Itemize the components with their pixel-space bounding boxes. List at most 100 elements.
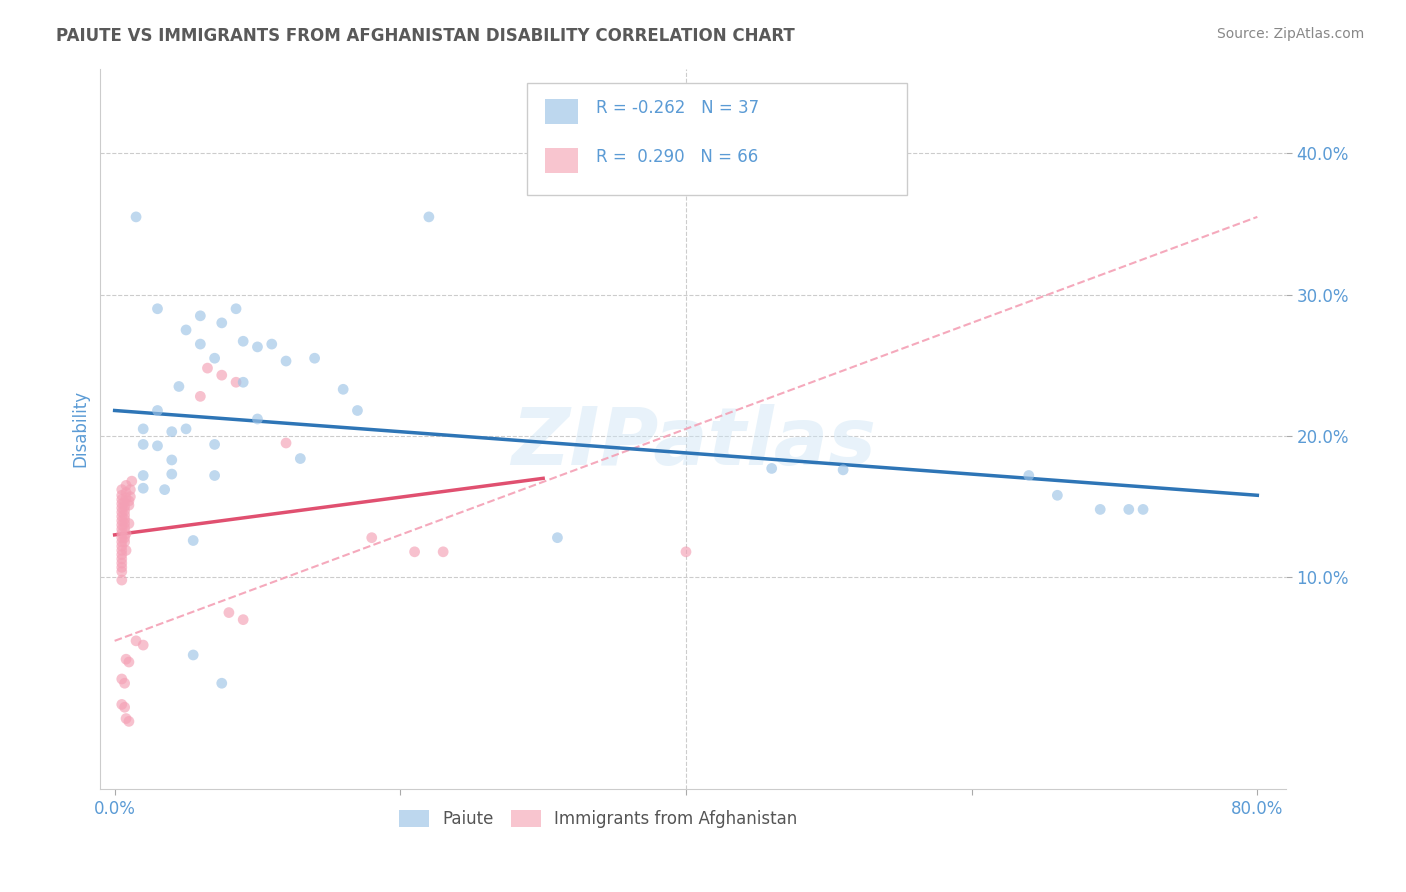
Point xyxy=(111,573,134,587)
Point xyxy=(832,463,855,477)
Point xyxy=(188,337,211,351)
Point xyxy=(274,436,297,450)
Point xyxy=(211,316,233,330)
Point xyxy=(204,437,226,451)
Point xyxy=(114,531,136,545)
FancyBboxPatch shape xyxy=(546,99,578,124)
Point xyxy=(246,412,269,426)
FancyBboxPatch shape xyxy=(546,148,578,173)
Point xyxy=(120,490,142,504)
Point xyxy=(160,453,183,467)
Point xyxy=(118,494,141,508)
Point xyxy=(225,301,247,316)
Point xyxy=(125,210,148,224)
Point xyxy=(160,467,183,481)
Point xyxy=(111,552,134,566)
Point xyxy=(118,714,141,729)
Point xyxy=(115,712,138,726)
Point xyxy=(1118,502,1140,516)
Point xyxy=(114,508,136,522)
Point xyxy=(761,461,783,475)
Point xyxy=(1046,488,1069,502)
Point xyxy=(111,518,134,533)
Point xyxy=(246,340,269,354)
Point xyxy=(132,468,155,483)
Text: Source: ZipAtlas.com: Source: ZipAtlas.com xyxy=(1216,27,1364,41)
Point xyxy=(111,514,134,528)
Point xyxy=(111,548,134,562)
Point xyxy=(111,539,134,553)
Point xyxy=(121,474,143,488)
Point xyxy=(111,556,134,570)
Point xyxy=(225,376,247,390)
Y-axis label: Disability: Disability xyxy=(72,391,89,467)
Point xyxy=(132,422,155,436)
Point xyxy=(120,483,142,497)
Point xyxy=(115,526,138,541)
Point xyxy=(260,337,283,351)
Point xyxy=(232,613,254,627)
Point xyxy=(111,497,134,511)
Point xyxy=(115,478,138,492)
Point xyxy=(174,323,197,337)
Point xyxy=(132,437,155,451)
Point xyxy=(181,648,204,662)
Point xyxy=(115,543,138,558)
Point xyxy=(432,545,454,559)
Point xyxy=(204,468,226,483)
Point xyxy=(188,309,211,323)
Point xyxy=(290,451,312,466)
Point xyxy=(111,560,134,574)
Point xyxy=(346,403,368,417)
Point xyxy=(111,505,134,519)
Point xyxy=(114,512,136,526)
Point xyxy=(174,422,197,436)
Point xyxy=(181,533,204,548)
Point xyxy=(404,545,426,559)
Text: R =  0.290   N = 66: R = 0.290 N = 66 xyxy=(596,148,758,166)
Point xyxy=(111,522,134,536)
Text: R = -0.262   N = 37: R = -0.262 N = 37 xyxy=(596,99,759,117)
Point xyxy=(197,361,219,376)
Point xyxy=(1018,468,1040,483)
Point xyxy=(111,698,134,712)
Point xyxy=(115,652,138,666)
Point xyxy=(360,531,382,545)
Point xyxy=(111,672,134,686)
Point xyxy=(114,516,136,531)
Point xyxy=(118,498,141,512)
Point xyxy=(232,376,254,390)
Point xyxy=(115,491,138,505)
Point xyxy=(1090,502,1112,516)
Point xyxy=(304,351,326,366)
Point xyxy=(111,535,134,549)
Point xyxy=(332,382,354,396)
FancyBboxPatch shape xyxy=(527,83,907,194)
Text: PAIUTE VS IMMIGRANTS FROM AFGHANISTAN DISABILITY CORRELATION CHART: PAIUTE VS IMMIGRANTS FROM AFGHANISTAN DI… xyxy=(56,27,794,45)
Point xyxy=(111,565,134,579)
Point xyxy=(132,481,155,495)
Point xyxy=(153,483,176,497)
Point xyxy=(125,633,148,648)
Legend: Paiute, Immigrants from Afghanistan: Paiute, Immigrants from Afghanistan xyxy=(392,804,804,835)
Point xyxy=(114,700,136,714)
Point xyxy=(675,545,697,559)
Point xyxy=(188,389,211,403)
Point xyxy=(167,379,190,393)
Point xyxy=(111,488,134,502)
Point xyxy=(111,543,134,558)
Point xyxy=(132,638,155,652)
Point xyxy=(204,351,226,366)
Point xyxy=(114,504,136,518)
Point xyxy=(114,495,136,509)
Point xyxy=(211,368,233,383)
Point xyxy=(114,500,136,514)
Point xyxy=(146,301,169,316)
Point xyxy=(232,334,254,349)
Point xyxy=(146,439,169,453)
Point xyxy=(111,531,134,545)
Point xyxy=(146,403,169,417)
Text: ZIPatlas: ZIPatlas xyxy=(510,404,876,483)
Point xyxy=(118,516,141,531)
Point xyxy=(115,485,138,500)
